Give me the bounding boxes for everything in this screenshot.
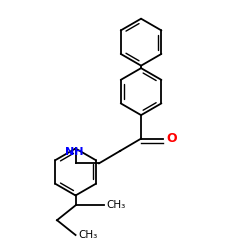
Text: O: O xyxy=(166,132,177,145)
Text: NH: NH xyxy=(65,147,84,157)
Text: CH₃: CH₃ xyxy=(106,200,126,210)
Text: CH₃: CH₃ xyxy=(78,230,97,240)
